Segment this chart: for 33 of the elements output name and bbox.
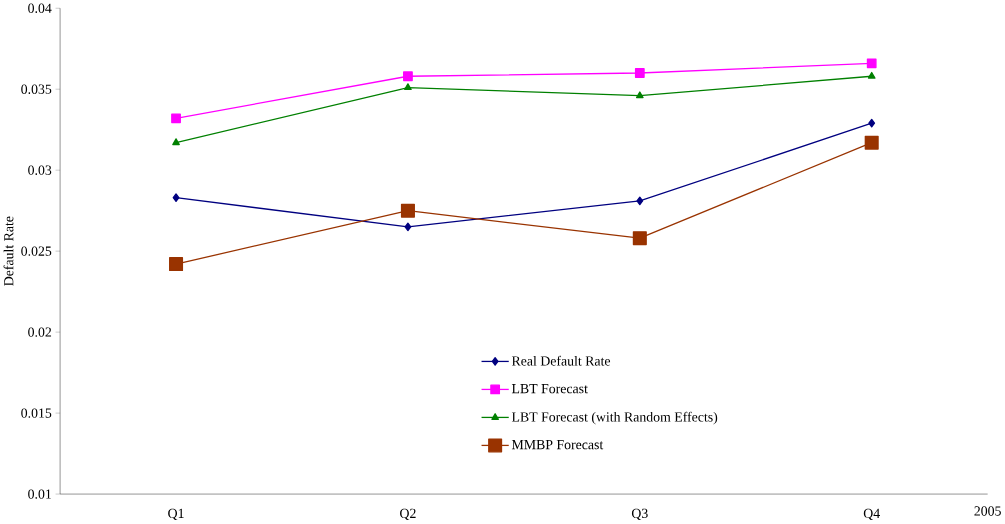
point <box>868 119 876 128</box>
point <box>169 257 184 272</box>
legend-label: MMBP Forecast <box>511 440 604 450</box>
point <box>403 71 413 82</box>
y-axis-title: Default Rate <box>3 216 14 287</box>
y-tick-label: 0.01 <box>28 489 51 499</box>
x-tick-label: Q1 <box>168 508 184 521</box>
y-tick-label: 0.04 <box>28 3 52 14</box>
y-tick-label: 0.035 <box>21 84 52 95</box>
point <box>634 68 645 79</box>
y-tick-label: 0.02 <box>28 327 52 337</box>
y-tick-label: 0.03 <box>28 165 52 176</box>
point <box>400 203 415 218</box>
point <box>636 196 644 206</box>
point <box>404 222 412 232</box>
point <box>867 72 876 79</box>
point <box>171 113 181 124</box>
y-tick-label: 0.025 <box>21 246 52 256</box>
point <box>172 193 180 203</box>
point <box>632 231 647 246</box>
legend-label: LBT Forecast (with Random Effects) <box>511 411 718 425</box>
x-axis-title: 2005 <box>974 506 1001 516</box>
y-tick-label: 0.015 <box>21 408 52 418</box>
x-tick-label: Q3 <box>631 508 648 521</box>
point <box>635 91 644 99</box>
point <box>404 83 412 91</box>
point <box>172 138 180 146</box>
x-tick-label: Q2 <box>400 508 416 521</box>
legend-label: Real Default Rate <box>511 355 611 366</box>
legend-label: LBT Forecast <box>511 384 588 394</box>
x-tick-label: Q4 <box>863 508 880 521</box>
point <box>866 58 877 69</box>
point <box>864 135 879 150</box>
